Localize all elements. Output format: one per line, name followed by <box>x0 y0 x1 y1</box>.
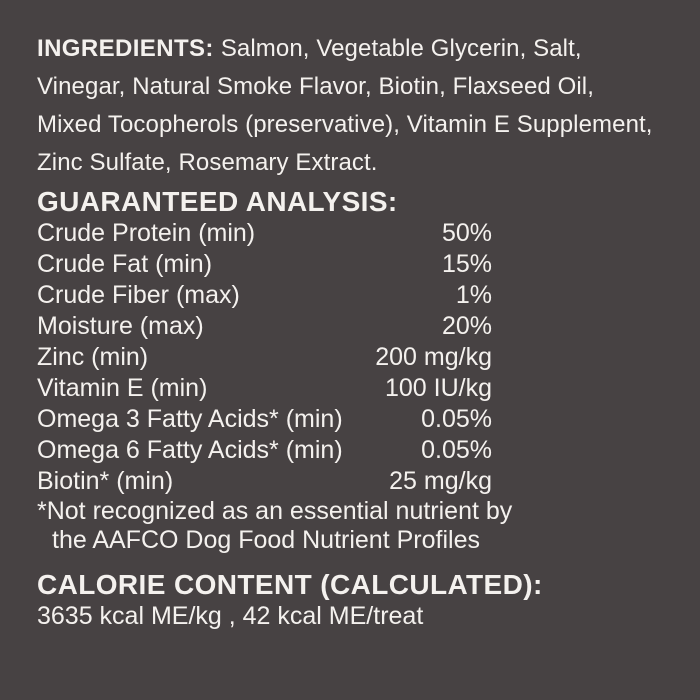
analysis-row-label: Vitamin E (min) <box>37 374 208 402</box>
analysis-row-label: Moisture (max) <box>37 312 204 340</box>
analysis-row-label: Omega 6 Fatty Acids* (min) <box>37 436 343 464</box>
ingredients-text: Salmon, Vegetable Glycerin, Salt, Vinega… <box>37 35 653 176</box>
analysis-row-label: Omega 3 Fatty Acids* (min) <box>37 405 343 433</box>
analysis-row-label: Crude Fat (min) <box>37 250 213 278</box>
analysis-row-value: 25 mg/kg <box>389 467 492 495</box>
analysis-row: Crude Fat (min) 15% <box>37 249 492 280</box>
analysis-row-value: 200 mg/kg <box>375 343 492 371</box>
calorie-content-heading: CALORIE CONTENT (CALCULATED): <box>37 569 543 600</box>
analysis-row: Moisture (max) 20% <box>37 311 492 342</box>
analysis-row-value: 15% <box>441 250 492 278</box>
analysis-row: Omega 6 Fatty Acids* (min) 0.05% <box>37 435 492 466</box>
analysis-row-label: Zinc (min) <box>37 343 149 371</box>
footnote-line: *Not recognized as an essential nutrient… <box>37 497 513 525</box>
analysis-row-value: 50% <box>441 219 492 247</box>
analysis-row: Vitamin E (min) 100 IU/kg <box>37 373 492 404</box>
analysis-row-label: Crude Protein (min) <box>37 219 256 247</box>
analysis-row: Crude Fiber (max) 1% <box>37 280 492 311</box>
ingredients-heading: INGREDIENTS: <box>37 35 214 62</box>
ingredients-section: INGREDIENTS: Salmon, Vegetable Glycerin, … <box>37 30 663 182</box>
calorie-content-text: 3635 kcal ME/kg , 42 kcal ME/treat <box>37 602 424 630</box>
analysis-row: Zinc (min) 200 mg/kg <box>37 342 492 373</box>
analysis-row-value: 0.05% <box>421 405 492 433</box>
aafco-footnote: *Not recognized as an essential nutrient… <box>37 497 663 555</box>
analysis-row-value: 100 IU/kg <box>384 374 492 402</box>
footnote-line: the AAFCO Dog Food Nutrient Profiles <box>52 526 480 554</box>
analysis-row-value: 20% <box>441 312 492 340</box>
analysis-row: Biotin* (min) 25 mg/kg <box>37 466 492 497</box>
analysis-row-value: 1% <box>455 281 492 309</box>
analysis-row-value: 0.05% <box>421 436 492 464</box>
analysis-row-label: Crude Fiber (max) <box>37 281 240 309</box>
guaranteed-analysis-table: Crude Protein (min) 50% Crude Fat (min) … <box>37 218 492 497</box>
analysis-row: Omega 3 Fatty Acids* (min) 0.05% <box>37 404 492 435</box>
guaranteed-analysis-heading: GUARANTEED ANALYSIS: <box>37 186 398 217</box>
analysis-row-label: Biotin* (min) <box>37 467 174 495</box>
analysis-row: Crude Protein (min) 50% <box>37 218 492 249</box>
